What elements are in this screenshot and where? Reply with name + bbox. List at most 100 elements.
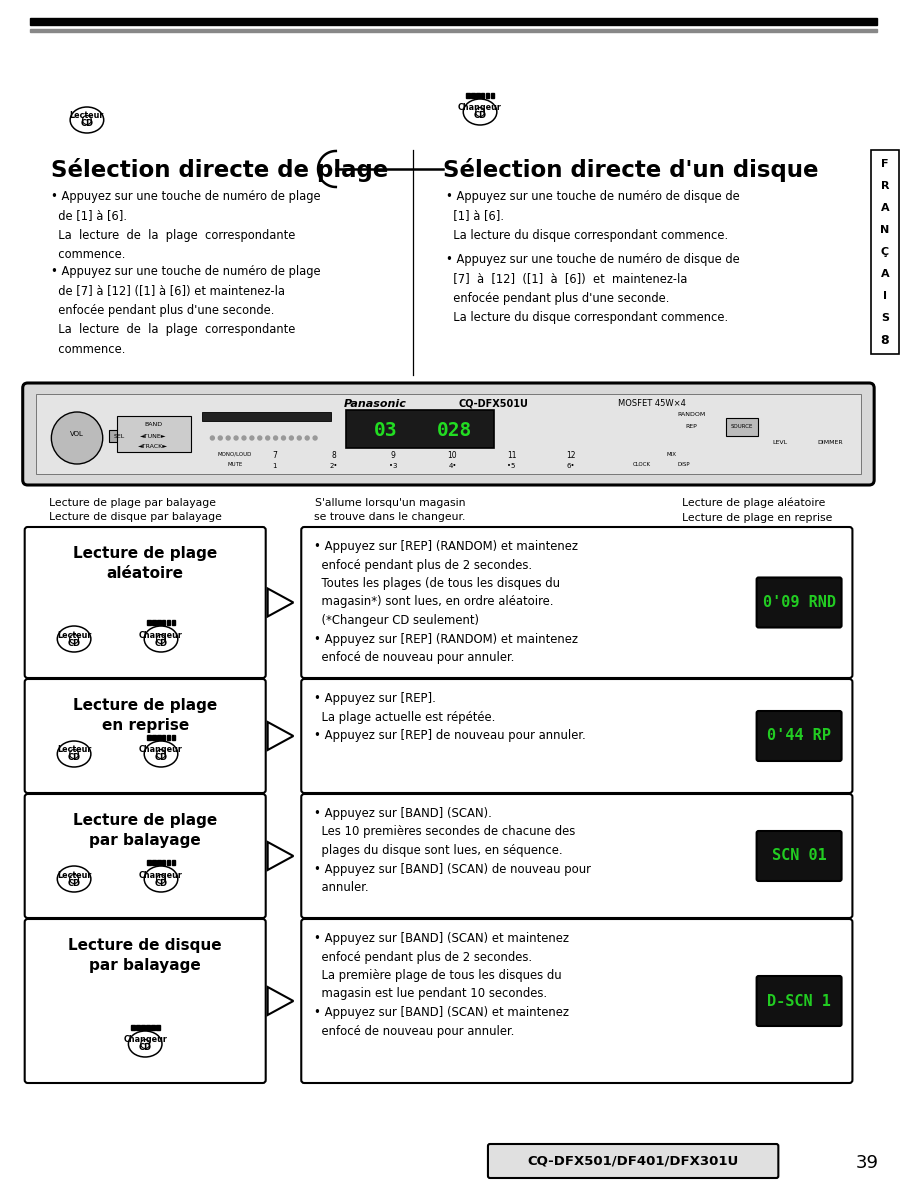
Text: Panasonic: Panasonic: [344, 399, 407, 409]
Text: SEL: SEL: [114, 434, 125, 438]
Circle shape: [282, 436, 285, 440]
Bar: [117, 416, 191, 451]
FancyBboxPatch shape: [756, 577, 842, 627]
Text: LEVL: LEVL: [773, 441, 788, 446]
Text: ◄TUNE►: ◄TUNE►: [140, 434, 166, 438]
Ellipse shape: [144, 866, 178, 892]
Text: •5: •5: [508, 463, 516, 469]
Ellipse shape: [140, 1040, 150, 1049]
Text: Lecteur: Lecteur: [57, 746, 91, 754]
Text: MONO/LOUD: MONO/LOUD: [218, 451, 252, 456]
Text: 0'09 RND: 0'09 RND: [763, 595, 835, 609]
Text: Changeur: Changeur: [139, 631, 183, 639]
Bar: [29, 18, 877, 25]
FancyBboxPatch shape: [756, 830, 842, 881]
Text: VOL: VOL: [70, 431, 84, 437]
Circle shape: [274, 436, 277, 440]
Text: • Appuyez sur [BAND] (SCAN) et maintenez
  enfocé pendant plus de 2 secondes.
  : • Appuyez sur [BAND] (SCAN) et maintenez…: [314, 933, 569, 1037]
Text: 7: 7: [272, 451, 277, 461]
Text: R: R: [880, 181, 890, 191]
Bar: [162, 620, 165, 625]
Circle shape: [305, 436, 309, 440]
Text: SCN 01: SCN 01: [772, 848, 826, 864]
Text: ◄TRACK►: ◄TRACK►: [138, 443, 168, 449]
Bar: [172, 620, 175, 625]
Text: CD: CD: [474, 112, 487, 120]
Text: DISP: DISP: [677, 461, 689, 467]
FancyBboxPatch shape: [25, 527, 265, 678]
Text: REP: REP: [686, 423, 698, 429]
Ellipse shape: [83, 115, 92, 125]
Bar: [147, 860, 151, 865]
Text: BAND: BAND: [144, 423, 162, 428]
Ellipse shape: [144, 741, 178, 767]
Bar: [491, 93, 495, 97]
Text: 2•: 2•: [330, 463, 338, 469]
Text: RANDOM: RANDOM: [677, 411, 706, 417]
Text: Lecteur: Lecteur: [70, 112, 104, 120]
Bar: [136, 1025, 140, 1030]
Text: • Appuyez sur une touche de numéro de disque de
  [1] à [6].
  La lecture du dis: • Appuyez sur une touche de numéro de di…: [446, 190, 740, 242]
Bar: [346, 410, 494, 448]
Text: DIMMER: DIMMER: [817, 441, 843, 446]
Ellipse shape: [157, 750, 165, 758]
Circle shape: [250, 436, 254, 440]
FancyBboxPatch shape: [301, 920, 853, 1083]
Bar: [471, 93, 475, 97]
Circle shape: [210, 436, 214, 440]
Text: 39: 39: [856, 1154, 879, 1173]
Text: Lecture de plage
aléatoire: Lecture de plage aléatoire: [73, 546, 218, 581]
Text: Lecteur: Lecteur: [57, 871, 91, 879]
Ellipse shape: [157, 874, 165, 884]
Text: N: N: [880, 225, 890, 235]
Text: MIX: MIX: [666, 451, 677, 456]
Bar: [146, 1025, 150, 1030]
Bar: [486, 93, 489, 97]
Polygon shape: [268, 722, 294, 750]
Bar: [151, 1025, 154, 1030]
Bar: [152, 620, 155, 625]
Ellipse shape: [70, 107, 104, 133]
Text: Lecture de plage par balayage
Lecture de disque par balayage: Lecture de plage par balayage Lecture de…: [50, 498, 222, 523]
Ellipse shape: [144, 626, 178, 652]
Text: • Appuyez sur [REP] (RANDOM) et maintenez
  enfocé pendant plus de 2 secondes.
 : • Appuyez sur [REP] (RANDOM) et maintene…: [314, 541, 578, 664]
Circle shape: [297, 436, 301, 440]
Text: • Appuyez sur [BAND] (SCAN).
  Les 10 premières secondes de chacune des
  plages: • Appuyez sur [BAND] (SCAN). Les 10 prem…: [314, 807, 591, 895]
Bar: [167, 735, 171, 740]
Text: Sélection directe de plage: Sélection directe de plage: [51, 158, 388, 182]
Bar: [481, 93, 485, 97]
Bar: [162, 735, 165, 740]
Text: 1: 1: [273, 463, 277, 469]
Text: 8: 8: [331, 451, 336, 461]
Bar: [476, 93, 479, 97]
Text: Lecture de disque
par balayage: Lecture de disque par balayage: [68, 939, 222, 973]
Bar: [157, 620, 161, 625]
Text: CD: CD: [154, 878, 168, 887]
Bar: [157, 735, 161, 740]
FancyBboxPatch shape: [23, 383, 874, 485]
Text: •3: •3: [389, 463, 397, 469]
Bar: [172, 735, 175, 740]
FancyBboxPatch shape: [25, 920, 265, 1083]
Polygon shape: [268, 842, 294, 870]
Text: CD: CD: [154, 638, 168, 647]
Text: Changeur: Changeur: [139, 871, 183, 879]
Text: Lecture de plage aléatoire
Lecture de plage en reprise: Lecture de plage aléatoire Lecture de pl…: [681, 498, 832, 523]
Text: D-SCN 1: D-SCN 1: [767, 993, 831, 1009]
Text: MOSFET 45W×4: MOSFET 45W×4: [618, 399, 686, 409]
Circle shape: [234, 436, 238, 440]
Text: 6•: 6•: [566, 463, 576, 469]
Text: S'allume lorsqu'un magasin
se trouve dans le changeur.: S'allume lorsqu'un magasin se trouve dan…: [315, 498, 465, 523]
Ellipse shape: [464, 99, 497, 125]
Text: Lecteur: Lecteur: [57, 631, 91, 639]
Text: CQ-DFX501/DF401/DFX301U: CQ-DFX501/DF401/DFX301U: [528, 1155, 739, 1168]
Text: CD: CD: [154, 753, 168, 763]
Circle shape: [51, 412, 103, 465]
Text: 9: 9: [391, 451, 396, 461]
FancyBboxPatch shape: [301, 527, 853, 678]
Bar: [152, 735, 155, 740]
Text: 12: 12: [566, 451, 576, 461]
Text: S: S: [881, 312, 889, 323]
Bar: [152, 860, 155, 865]
Bar: [147, 620, 151, 625]
